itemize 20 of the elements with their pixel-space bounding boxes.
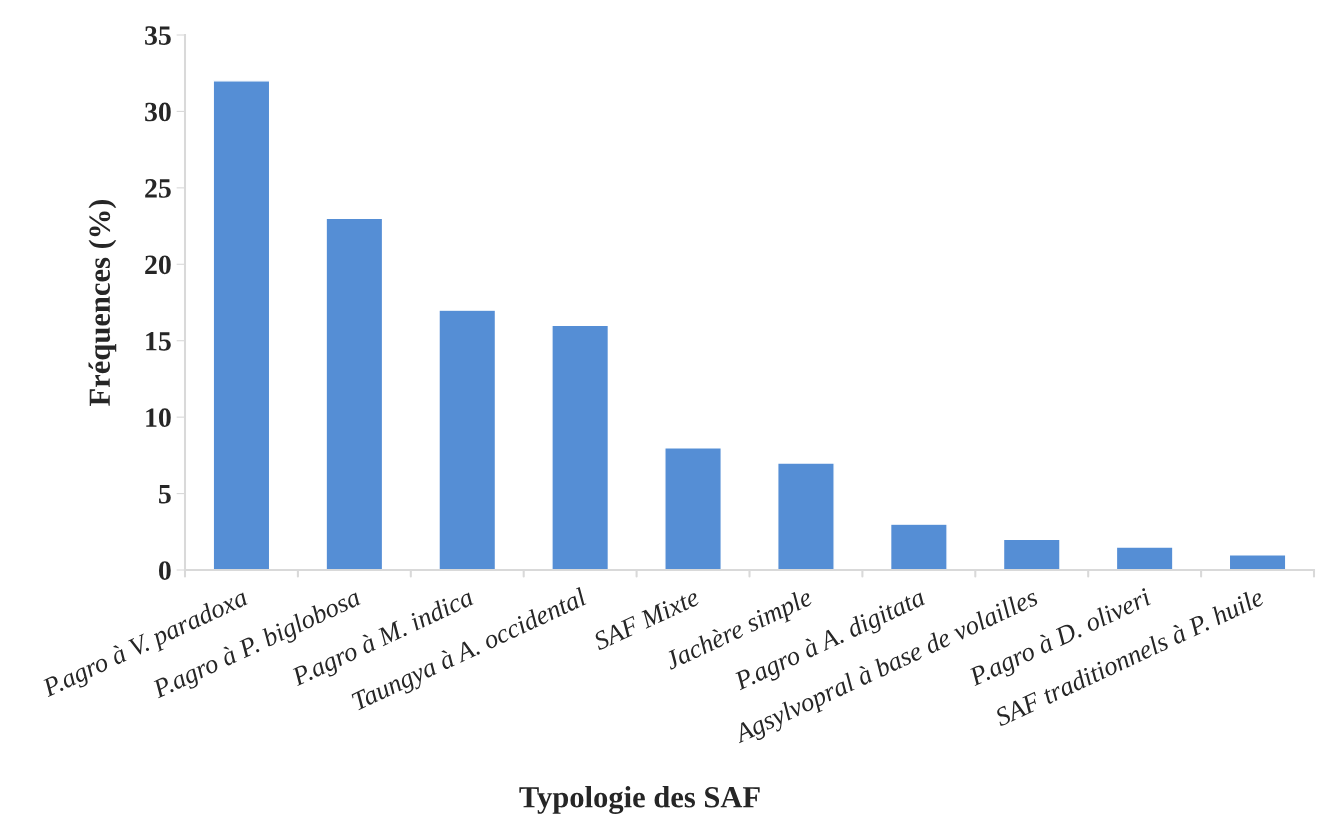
- bar: [777, 462, 835, 570]
- y-tick-label: 15: [146, 332, 171, 351]
- y-tick-label: 30: [145, 102, 171, 122]
- y-tick-label: 10: [146, 408, 171, 428]
- y-tick-label: 25: [145, 179, 171, 198]
- bar: [438, 309, 497, 570]
- y-tick-label: 20: [145, 255, 171, 275]
- bar: [325, 217, 384, 570]
- y-axis-title: Fréquences (%): [88, 199, 117, 406]
- bar: [1115, 546, 1174, 570]
- y-tick-label: 0: [158, 561, 171, 580]
- bar: [664, 447, 722, 570]
- bar: [551, 324, 610, 570]
- y-tick-label: 35: [145, 26, 171, 45]
- bar: [212, 80, 271, 570]
- bar: [1002, 538, 1061, 570]
- bar: [889, 523, 948, 570]
- x-axis-title: Typologie des SAF: [519, 786, 760, 814]
- y-tick-label: 5: [159, 485, 171, 504]
- bar: [1228, 554, 1287, 570]
